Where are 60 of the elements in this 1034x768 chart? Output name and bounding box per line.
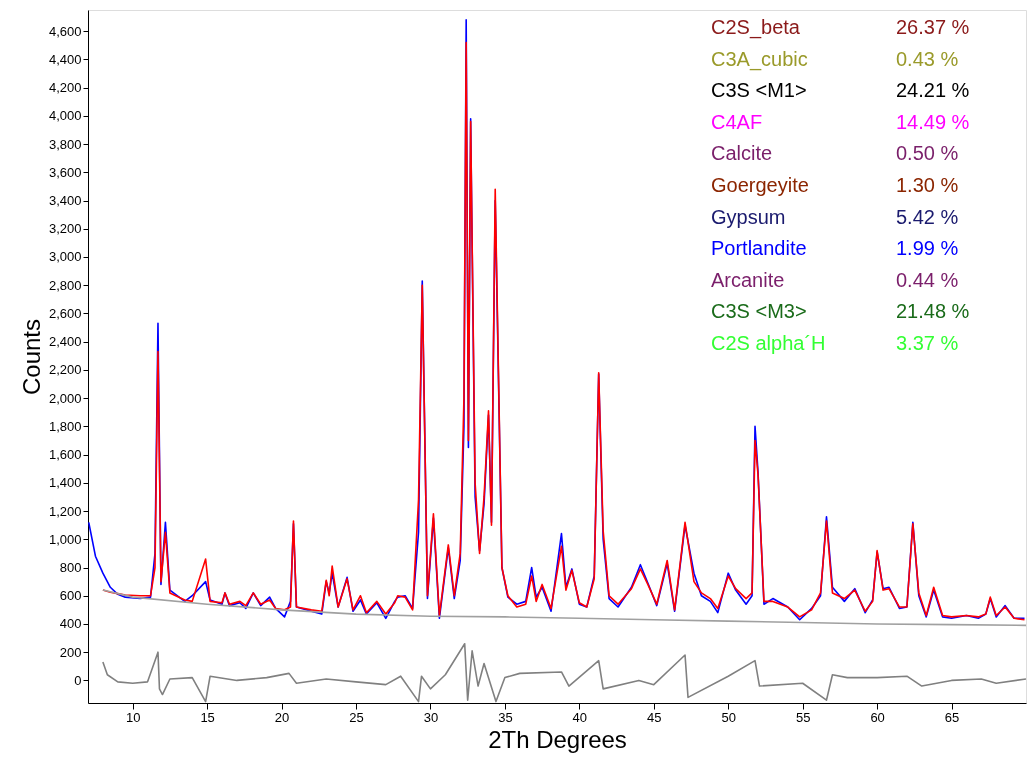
y-tick-label: 2,400: [48, 334, 82, 350]
x-tick-label: 60: [870, 709, 885, 725]
annotation: 1.30 %: [896, 174, 959, 196]
y-tick-label: 1,200: [48, 503, 82, 519]
y-tick-label: 3,200: [48, 221, 82, 237]
y-tick-label: 2,800: [48, 277, 82, 293]
annotation: 24.21 %: [896, 79, 970, 102]
x-tick-label: 55: [795, 709, 811, 725]
y-tick-label: 3,000: [48, 249, 82, 265]
annotation: Calcite: [711, 142, 773, 165]
y-tick-label: 1,000: [48, 531, 82, 547]
annotation: C3S <M1>: [711, 79, 807, 102]
y-tick-label: 1,800: [48, 418, 82, 434]
annotation: C3S <M3>: [711, 300, 807, 323]
annotation: 5.42 %: [896, 205, 959, 228]
y-tick-label: 400: [59, 616, 82, 632]
y-tick-label: 1,600: [48, 447, 82, 463]
annotation: Gypsum: [711, 205, 786, 228]
x-tick-label: 20: [274, 709, 290, 725]
annotation: 26.37 %: [896, 16, 970, 38]
x-axis-title: 2Th Degrees: [488, 725, 627, 753]
y-tick-label: 3,800: [48, 136, 82, 152]
annotation: Goergeyite: [711, 174, 809, 196]
annotation: 3.37 %: [896, 332, 959, 354]
x-tick-label: 10: [125, 709, 141, 725]
x-tick-label: 40: [572, 709, 588, 725]
annotation: 1.99 %: [896, 237, 959, 260]
y-tick-label: 2,200: [48, 362, 82, 378]
annotation: C4AF: [711, 110, 763, 133]
y-tick-label: 800: [59, 560, 82, 576]
y-axis-title: Counts: [17, 318, 45, 396]
annotation: 0.50 %: [896, 142, 959, 165]
x-tick-label: 15: [200, 709, 215, 725]
annotation: C2S alpha´H: [711, 332, 826, 354]
annotation: 0.43 %: [896, 47, 959, 70]
annotation: Arcanite: [711, 268, 785, 291]
annotation: 14.49 %: [896, 110, 970, 133]
y-tick-label: 4,200: [48, 80, 82, 96]
y-tick-label: 2,600: [48, 305, 82, 321]
annotation: C2S_beta: [711, 16, 801, 39]
annotation: C3A_cubic: [711, 47, 808, 71]
y-tick-label: 4,400: [48, 51, 82, 67]
y-tick-label: 4,600: [48, 23, 82, 39]
x-tick-label: 25: [349, 709, 364, 725]
y-tick-label: 4,000: [48, 108, 82, 124]
y-tick-label: 200: [59, 644, 82, 660]
annotation: 0.44 %: [896, 268, 959, 291]
x-tick-label: 45: [647, 709, 662, 725]
y-tick-label: 600: [59, 588, 82, 604]
annotation: Portlandite: [711, 237, 807, 260]
annotation: 21.48 %: [896, 300, 970, 323]
x-tick-label: 30: [423, 709, 439, 725]
y-tick-label: 2,000: [48, 390, 82, 406]
x-tick-label: 65: [944, 709, 960, 725]
y-tick-label: 0: [74, 672, 82, 688]
y-tick-label: 3,600: [48, 164, 82, 180]
x-tick-label: 50: [721, 709, 736, 725]
y-tick-label: 3,400: [48, 193, 82, 209]
y-tick-label: 1,400: [48, 475, 82, 491]
x-tick-label: 35: [498, 709, 513, 725]
